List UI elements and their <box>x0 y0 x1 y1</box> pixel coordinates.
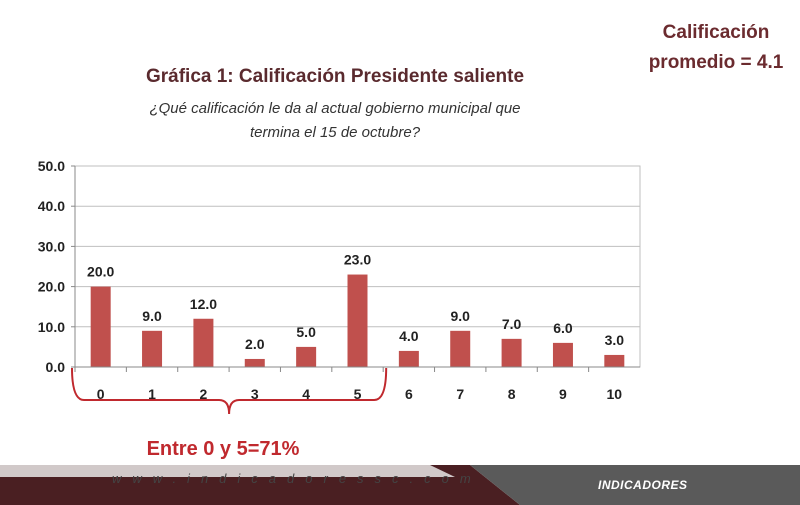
x-tick-label: 9 <box>559 386 567 402</box>
bar <box>604 354 625 367</box>
bar <box>142 330 163 367</box>
x-tick-label: 1 <box>148 386 156 402</box>
bar <box>501 338 522 367</box>
x-tick-label: 2 <box>200 386 208 402</box>
data-label: 23.0 <box>344 252 371 268</box>
bar <box>552 342 573 367</box>
y-tick-label: 50.0 <box>38 158 65 174</box>
data-label: 20.0 <box>87 264 114 280</box>
average-line-2: promedio = 4.1 <box>648 52 784 73</box>
bracket-annotation: Entre 0 y 5=71% <box>146 438 300 460</box>
x-tick-label: 10 <box>607 386 623 402</box>
x-tick-label: 5 <box>354 386 362 402</box>
data-label: 6.0 <box>553 320 573 336</box>
bracket-shape <box>71 367 388 415</box>
footer-url[interactable]: www.indicadoressc.com <box>112 471 482 486</box>
x-tick-label: 7 <box>456 386 464 402</box>
chart-subtitle-line-1: ¿Qué calificación le da al actual gobier… <box>149 100 521 117</box>
y-tick-label: 30.0 <box>38 238 65 254</box>
average-score-label: Calificación promedio = 4.1 <box>636 18 796 78</box>
bar <box>90 286 111 367</box>
data-label: 5.0 <box>296 324 316 340</box>
data-label: 3.0 <box>605 332 625 348</box>
y-tick-label: 10.0 <box>38 319 65 335</box>
bar <box>347 274 368 367</box>
data-label: 2.0 <box>245 336 265 352</box>
x-tick-label: 0 <box>97 386 105 402</box>
y-tick-label: 0.0 <box>46 359 66 375</box>
average-line-1: Calificación <box>662 22 770 43</box>
data-label: 7.0 <box>502 316 522 332</box>
data-label: 9.0 <box>450 308 470 324</box>
data-label: 9.0 <box>142 308 162 324</box>
footer-banner <box>0 465 800 505</box>
bar <box>296 346 317 367</box>
chart-subtitle-line-2: termina el 15 de octubre? <box>249 124 421 141</box>
footer-logo: INDICADORES <box>598 478 688 492</box>
y-tick-label: 20.0 <box>38 279 65 295</box>
data-label: 12.0 <box>190 296 217 312</box>
bar <box>398 350 419 367</box>
x-tick-label: 6 <box>405 386 413 402</box>
chart-subtitle: ¿Qué calificación le da al actual gobier… <box>90 97 580 145</box>
chart-title: Gráfica 1: Calificación Presidente salie… <box>145 66 525 87</box>
bar <box>244 358 265 367</box>
data-label: 4.0 <box>399 328 419 344</box>
y-tick-label: 40.0 <box>38 198 65 214</box>
bar-chart: 0.0 10.0 20.0 30.0 40.0 50.0 20.0 0 9.0 1 12.0 2 2.0… <box>38 158 641 415</box>
x-tick-label: 4 <box>302 386 310 402</box>
x-tick-label: 3 <box>251 386 259 402</box>
bar <box>450 330 471 367</box>
x-tick-label: 8 <box>508 386 516 402</box>
bar <box>193 318 214 367</box>
